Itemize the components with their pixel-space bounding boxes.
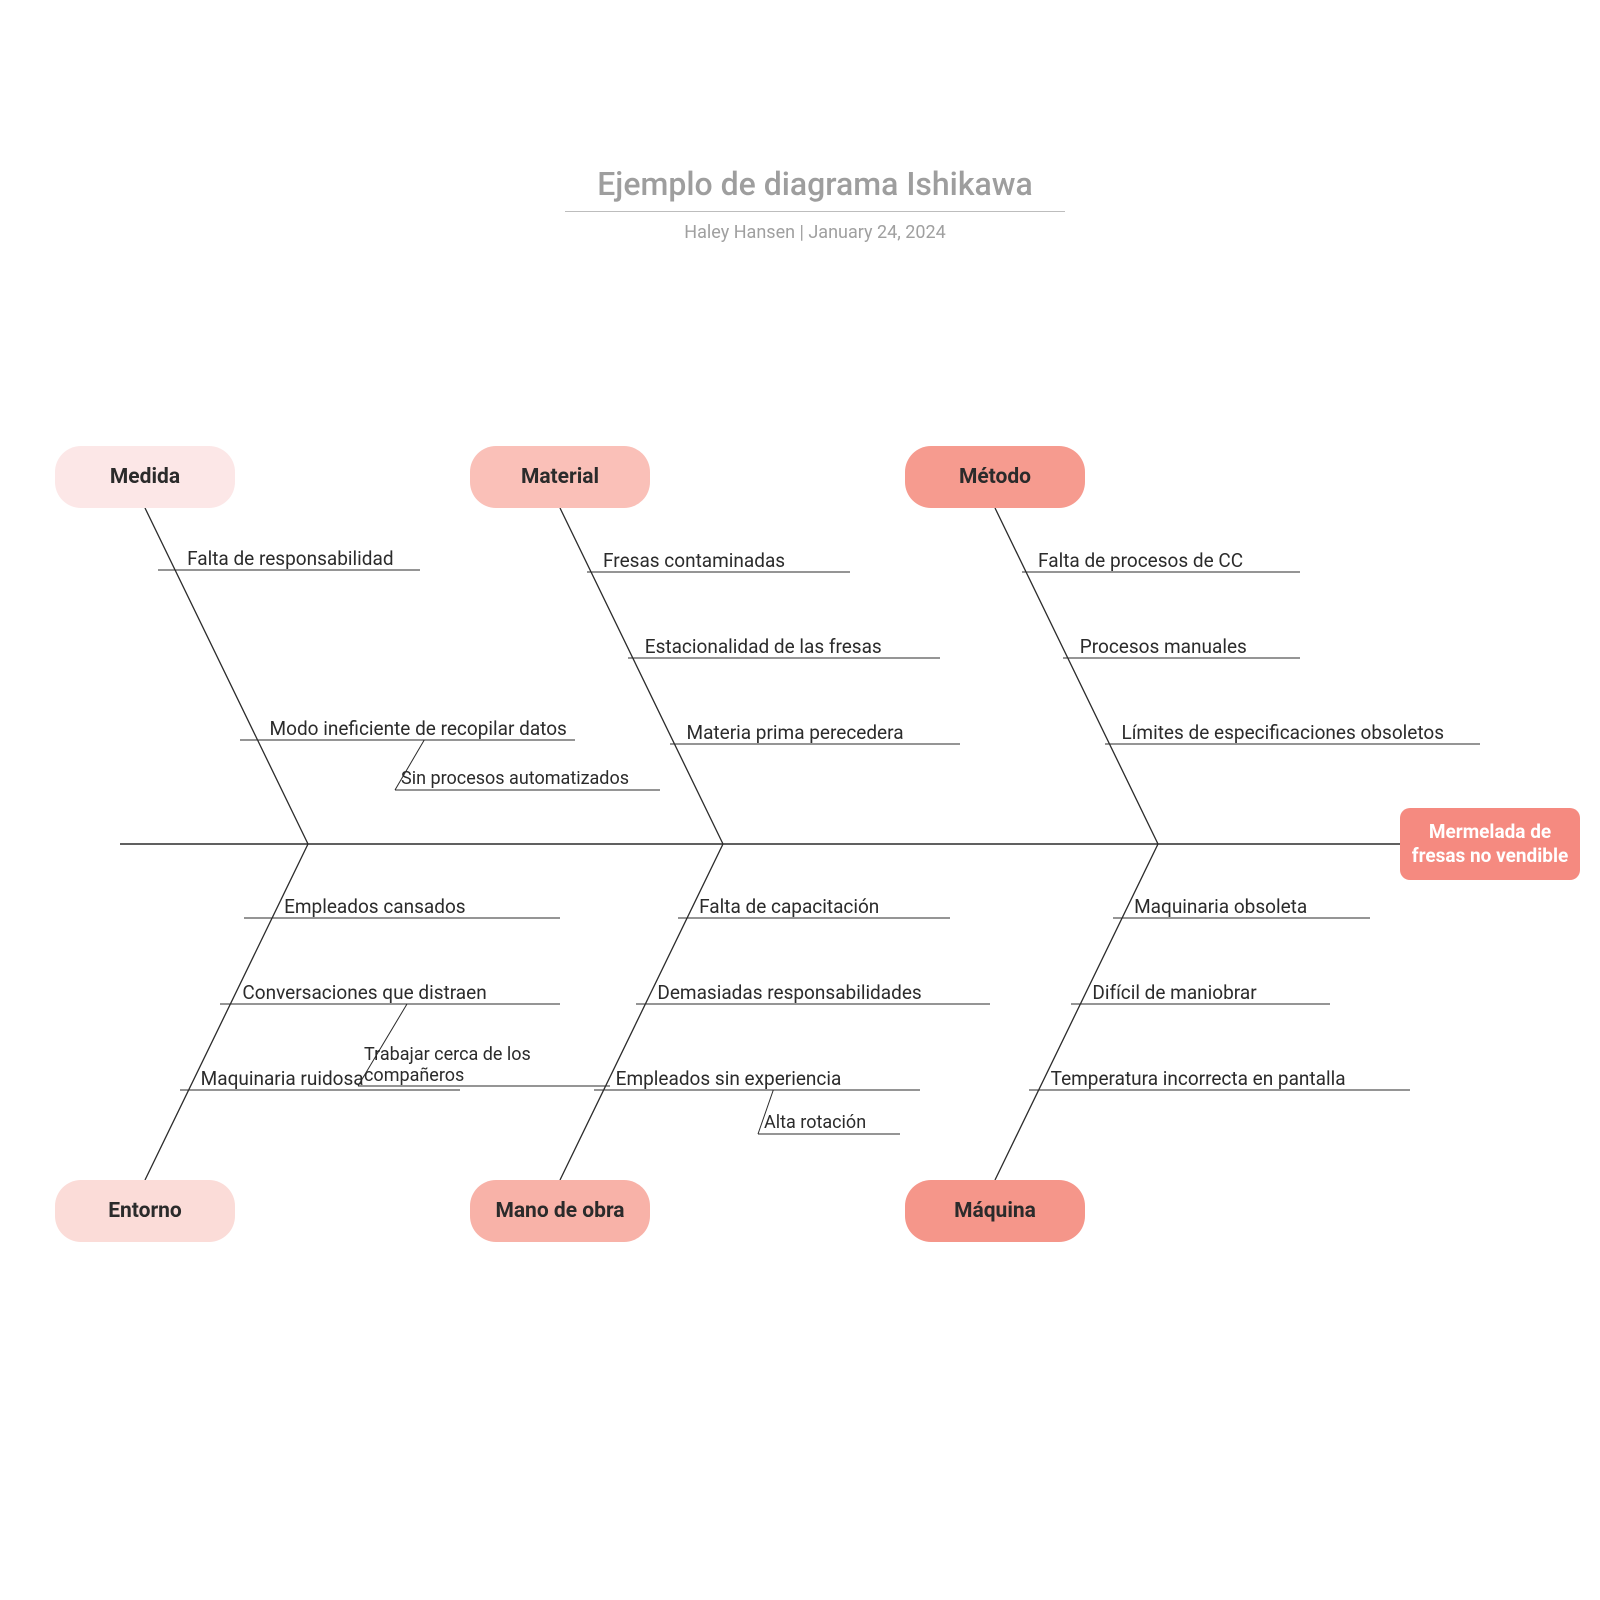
category-entorno: Entorno — [55, 1180, 235, 1242]
cause-label: Conversaciones que distraen — [242, 981, 486, 1004]
category-maquina: Máquina — [905, 1180, 1085, 1242]
fishbone-diagram: Ejemplo de diagrama Ishikawa Haley Hanse… — [0, 0, 1600, 1600]
cause-label: Falta de procesos de CC — [1038, 549, 1243, 572]
cause-label: Modo ineficiente de recopilar datos — [270, 717, 567, 740]
cause-label: Maquinaria obsoleta — [1134, 895, 1307, 918]
cause-label: Falta de capacitación — [699, 895, 879, 918]
effect-box: Mermelada defresas no vendible — [1400, 808, 1580, 880]
cause-label: Temperatura incorrecta en pantalla — [1051, 1067, 1346, 1090]
cause-label: Difícil de maniobrar — [1092, 981, 1256, 1004]
cause-label: Materia prima perecedera — [686, 721, 903, 744]
cause-label: Estacionalidad de las fresas — [645, 635, 882, 658]
diagram-title: Ejemplo de diagrama Ishikawa — [565, 165, 1065, 203]
cause-label: Empleados sin experiencia — [616, 1067, 842, 1090]
cause-label: Falta de responsabilidad — [187, 547, 394, 570]
cause-label: Límites de especificaciones obsoletos — [1121, 721, 1444, 744]
category-mano: Mano de obra — [470, 1180, 650, 1242]
subcause-label: Alta rotación — [764, 1112, 866, 1133]
category-metodo: Método — [905, 446, 1085, 508]
cause-label: Demasiadas responsabilidades — [657, 981, 921, 1004]
cause-label: Procesos manuales — [1080, 635, 1247, 658]
title-underline — [565, 211, 1065, 212]
category-material: Material — [470, 446, 650, 508]
cause-label: Empleados cansados — [284, 895, 466, 918]
title-block: Ejemplo de diagrama Ishikawa Haley Hanse… — [565, 165, 1065, 243]
cause-label: Maquinaria ruidosa — [201, 1067, 364, 1090]
category-medida: Medida — [55, 446, 235, 508]
subcause-label: Sin procesos automatizados — [401, 768, 629, 789]
cause-label: Fresas contaminadas — [603, 549, 785, 572]
diagram-subtitle: Haley Hansen | January 24, 2024 — [565, 222, 1065, 243]
subcause-label: Trabajar cerca de loscompañeros — [364, 1044, 531, 1086]
